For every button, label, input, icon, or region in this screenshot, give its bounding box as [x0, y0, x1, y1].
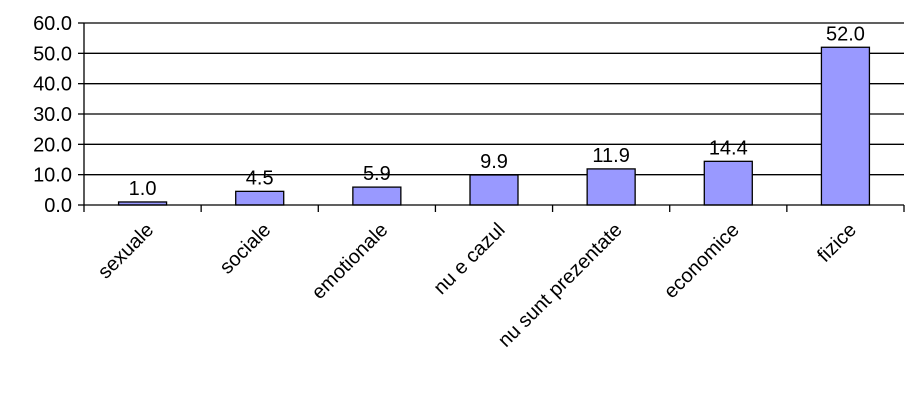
data-label: 9.9: [480, 151, 508, 173]
y-tick-label: 60.0: [33, 13, 72, 35]
y-tick-label: 50.0: [33, 43, 72, 65]
grid-lines: [84, 22, 904, 176]
bar-nu-e-cazul: [469, 174, 519, 206]
data-label: 4.5: [246, 167, 274, 189]
y-tick-labels: 0.0 10.0 20.0 30.0 40.0 50.0 60.0: [33, 13, 72, 217]
bar-sociale: [235, 190, 285, 206]
category-label: nu sunt prezentate: [494, 219, 627, 352]
data-label: 14.4: [709, 137, 748, 159]
y-tick-label: 30.0: [33, 104, 72, 126]
bars: [117, 46, 871, 206]
bar-fizice: [820, 46, 871, 206]
category-label: sociale: [216, 219, 276, 279]
data-label: 5.9: [363, 163, 391, 185]
bar-nu-sunt-prezentate: [586, 168, 636, 206]
y-tick-label: 0.0: [44, 195, 72, 217]
data-label: 1.0: [129, 178, 157, 200]
bar-economice: [703, 160, 753, 206]
category-label: fizice: [813, 219, 861, 267]
bar-emotionale: [352, 186, 402, 206]
data-label: 11.9: [592, 145, 629, 167]
data-label: 52.0: [826, 23, 865, 45]
category-label: emotionale: [308, 219, 393, 304]
y-tick-label: 40.0: [33, 74, 72, 96]
y-tick-label: 20.0: [33, 134, 72, 156]
category-label: economice: [660, 219, 744, 303]
data-labels: 1.0 4.5 5.9 9.9 11.9 14.4 52.0: [129, 23, 865, 200]
category-label: nu e cazul: [430, 219, 510, 299]
axes: [78, 22, 905, 212]
category-label: sexuale: [94, 219, 158, 283]
y-tick-label: 10.0: [33, 165, 72, 187]
